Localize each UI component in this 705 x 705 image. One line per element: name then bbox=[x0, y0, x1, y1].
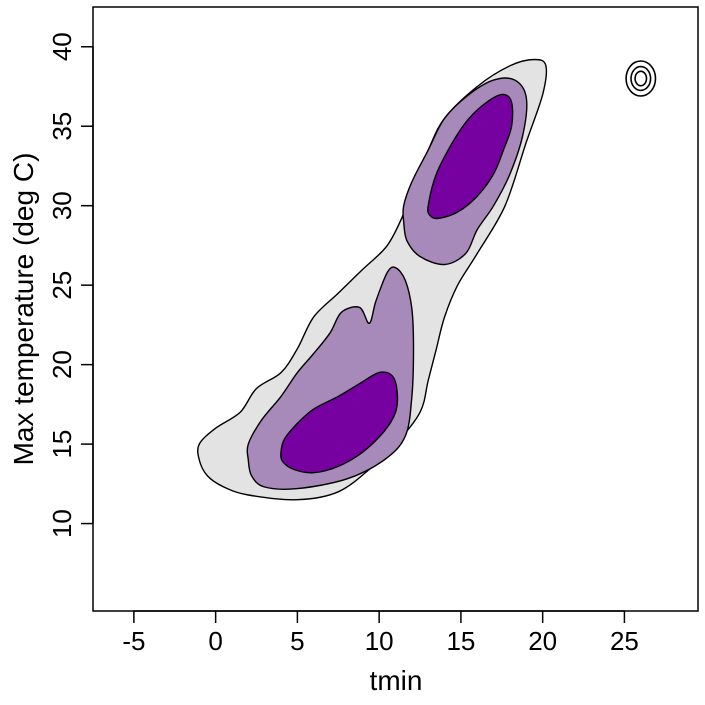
x-axis-title: tmin bbox=[370, 665, 423, 696]
x-tick-label: -5 bbox=[122, 626, 145, 656]
y-axis-title: Max temperature (deg C) bbox=[8, 153, 39, 466]
x-tick-label: 20 bbox=[528, 626, 557, 656]
contour-region-inner-4 bbox=[427, 93, 514, 220]
contour-ring-1 bbox=[630, 65, 652, 92]
y-tick-label: 35 bbox=[47, 112, 77, 141]
y-tick-label: 15 bbox=[47, 430, 77, 459]
contour-ring-2 bbox=[634, 70, 648, 87]
y-tick-label: 40 bbox=[47, 32, 77, 61]
y-tick-label: 20 bbox=[47, 350, 77, 379]
x-tick-label: 5 bbox=[290, 626, 304, 656]
y-tick-label: 25 bbox=[47, 271, 77, 300]
x-tick-label: 15 bbox=[446, 626, 475, 656]
y-axis: 10 15 20 25 30 35 40 bbox=[47, 32, 94, 538]
x-tick-label: 0 bbox=[208, 626, 222, 656]
y-tick-label: 10 bbox=[47, 509, 77, 538]
density-regions bbox=[197, 58, 548, 501]
outlier-rings bbox=[625, 60, 657, 97]
contour-region-inner-3 bbox=[280, 371, 399, 474]
x-tick-label: 25 bbox=[610, 626, 639, 656]
y-tick-label: 30 bbox=[47, 191, 77, 220]
contour-ring-0 bbox=[625, 60, 657, 97]
x-axis: -5 0 5 10 15 20 25 bbox=[122, 610, 639, 656]
x-tick-label: 10 bbox=[365, 626, 394, 656]
